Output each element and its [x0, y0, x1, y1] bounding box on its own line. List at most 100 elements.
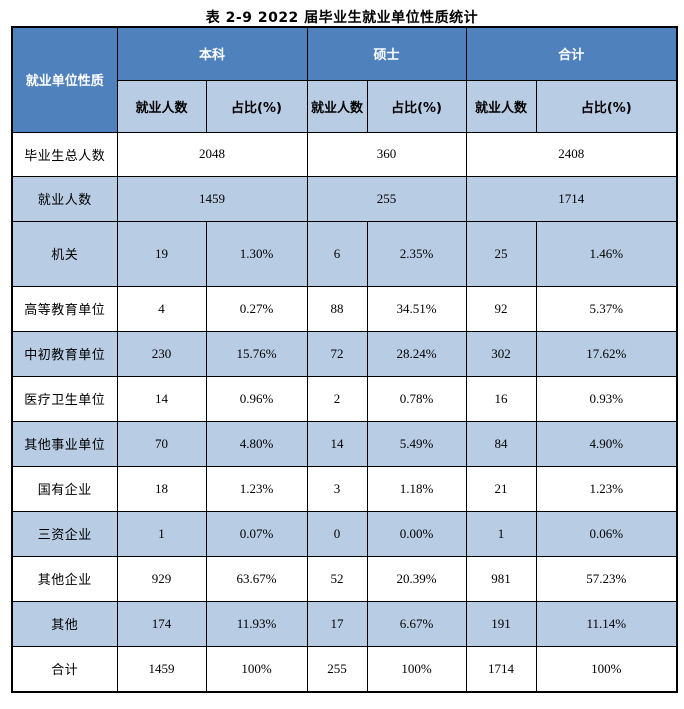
value-cell: 1714 — [465, 175, 678, 222]
row-header-cell: 就业单位性质 — [11, 26, 118, 133]
subheader-percent-cell: 占比(%) — [366, 79, 467, 133]
value-cell: 1.18% — [366, 465, 467, 512]
row-label-cell: 三资企业 — [11, 510, 118, 557]
value-cell: 1 — [116, 510, 207, 557]
value-cell: 0.78% — [366, 375, 467, 422]
group-header-master: 硕士 — [306, 26, 467, 81]
value-cell: 25 — [465, 220, 537, 287]
row-label-cell: 其他事业单位 — [11, 420, 118, 467]
value-cell: 17.62% — [535, 330, 678, 377]
value-cell: 28.24% — [366, 330, 467, 377]
value-cell: 2.35% — [366, 220, 467, 287]
value-cell: 2408 — [465, 131, 678, 177]
value-cell: 929 — [116, 555, 207, 602]
value-cell: 0.93% — [535, 375, 678, 422]
value-cell: 72 — [306, 330, 368, 377]
value-cell: 34.51% — [366, 285, 467, 332]
row-label-cell: 其他 — [11, 600, 118, 647]
value-cell: 360 — [306, 131, 467, 177]
table-row: 机关 19 1.30% 6 2.35% 25 1.46% — [11, 220, 678, 287]
value-cell: 5.37% — [535, 285, 678, 332]
group-header-total: 合计 — [465, 26, 678, 81]
group-header-undergraduate: 本科 — [116, 26, 308, 81]
value-cell: 255 — [306, 175, 467, 222]
table-row: 高等教育单位 4 0.27% 88 34.51% 92 5.37% — [11, 285, 678, 332]
value-cell: 52 — [306, 555, 368, 602]
value-cell: 88 — [306, 285, 368, 332]
header-row-subheaders: 就业人数 占比(%) 就业人数 占比(%) 就业人数 占比(%) — [12, 79, 678, 133]
value-cell: 5.49% — [366, 420, 467, 467]
value-cell: 0.00% — [366, 510, 467, 557]
value-cell: 1.30% — [205, 220, 308, 287]
value-cell: 3 — [306, 465, 368, 512]
value-cell: 0 — [306, 510, 368, 557]
row-label-cell: 毕业生总人数 — [11, 131, 118, 177]
value-cell: 16 — [465, 375, 537, 422]
subheader-percent-cell: 占比(%) — [205, 79, 308, 133]
value-cell: 1714 — [465, 645, 537, 693]
subheader-count-cell: 就业人数 — [465, 79, 537, 133]
value-cell: 4 — [116, 285, 207, 332]
value-cell: 84 — [465, 420, 537, 467]
value-cell: 57.23% — [535, 555, 678, 602]
table-row: 中初教育单位 230 15.76% 72 28.24% 302 17.62% — [11, 330, 678, 377]
value-cell: 230 — [116, 330, 207, 377]
table-row: 其他事业单位 70 4.80% 14 5.49% 84 4.90% — [11, 420, 678, 467]
value-cell: 255 — [306, 645, 368, 693]
value-cell: 100% — [366, 645, 467, 693]
value-cell: 100% — [535, 645, 678, 693]
summary-row-total-graduates: 毕业生总人数 2048 360 2408 — [11, 131, 678, 177]
table-row: 医疗卫生单位 14 0.96% 2 0.78% 16 0.93% — [11, 375, 678, 422]
value-cell: 6.67% — [366, 600, 467, 647]
subheader-count-cell: 就业人数 — [116, 79, 207, 133]
row-label-cell: 医疗卫生单位 — [11, 375, 118, 422]
row-label-cell: 中初教育单位 — [11, 330, 118, 377]
value-cell: 0.96% — [205, 375, 308, 422]
value-cell: 11.93% — [205, 600, 308, 647]
value-cell: 63.67% — [205, 555, 308, 602]
row-label-cell: 就业人数 — [11, 175, 118, 222]
value-cell: 0.07% — [205, 510, 308, 557]
value-cell: 981 — [465, 555, 537, 602]
value-cell: 18 — [116, 465, 207, 512]
summary-row-employed: 就业人数 1459 255 1714 — [11, 175, 678, 222]
row-label-cell: 其他企业 — [11, 555, 118, 602]
employment-stats-table: 就业单位性质 本科 硕士 合计 就业人数 占比(%) 就业人数 占比(%) 就业… — [11, 26, 679, 693]
row-label-cell: 高等教育单位 — [11, 285, 118, 332]
value-cell: 1459 — [116, 175, 308, 222]
subheader-percent-cell: 占比(%) — [535, 79, 678, 133]
value-cell: 15.76% — [205, 330, 308, 377]
value-cell: 11.14% — [535, 600, 678, 647]
row-label-cell: 机关 — [11, 220, 118, 287]
value-cell: 70 — [116, 420, 207, 467]
table-row-grand-total: 合计 1459 100% 255 100% 1714 100% — [11, 645, 678, 693]
row-label-cell: 国有企业 — [11, 465, 118, 512]
value-cell: 4.90% — [535, 420, 678, 467]
value-cell: 1459 — [116, 645, 207, 693]
value-cell: 21 — [465, 465, 537, 512]
subheader-count-cell: 就业人数 — [306, 79, 368, 133]
value-cell: 0.27% — [205, 285, 308, 332]
value-cell: 4.80% — [205, 420, 308, 467]
table-title: 表 2-9 2022 届毕业生就业单位性质统计 — [205, 10, 479, 26]
row-label-cell: 合计 — [11, 645, 118, 693]
value-cell: 2048 — [116, 131, 308, 177]
value-cell: 100% — [205, 645, 308, 693]
value-cell: 17 — [306, 600, 368, 647]
value-cell: 92 — [465, 285, 537, 332]
value-cell: 302 — [465, 330, 537, 377]
value-cell: 19 — [116, 220, 207, 287]
value-cell: 20.39% — [366, 555, 467, 602]
value-cell: 6 — [306, 220, 368, 287]
value-cell: 1.23% — [205, 465, 308, 512]
value-cell: 14 — [116, 375, 207, 422]
value-cell: 1 — [465, 510, 537, 557]
value-cell: 1.23% — [535, 465, 678, 512]
value-cell: 174 — [116, 600, 207, 647]
header-row-groups: 就业单位性质 本科 硕士 合计 — [11, 26, 678, 133]
value-cell: 191 — [465, 600, 537, 647]
table-row: 其他企业 929 63.67% 52 20.39% 981 57.23% — [11, 555, 678, 602]
table-row: 其他 174 11.93% 17 6.67% 191 11.14% — [11, 600, 678, 647]
value-cell: 2 — [306, 375, 368, 422]
